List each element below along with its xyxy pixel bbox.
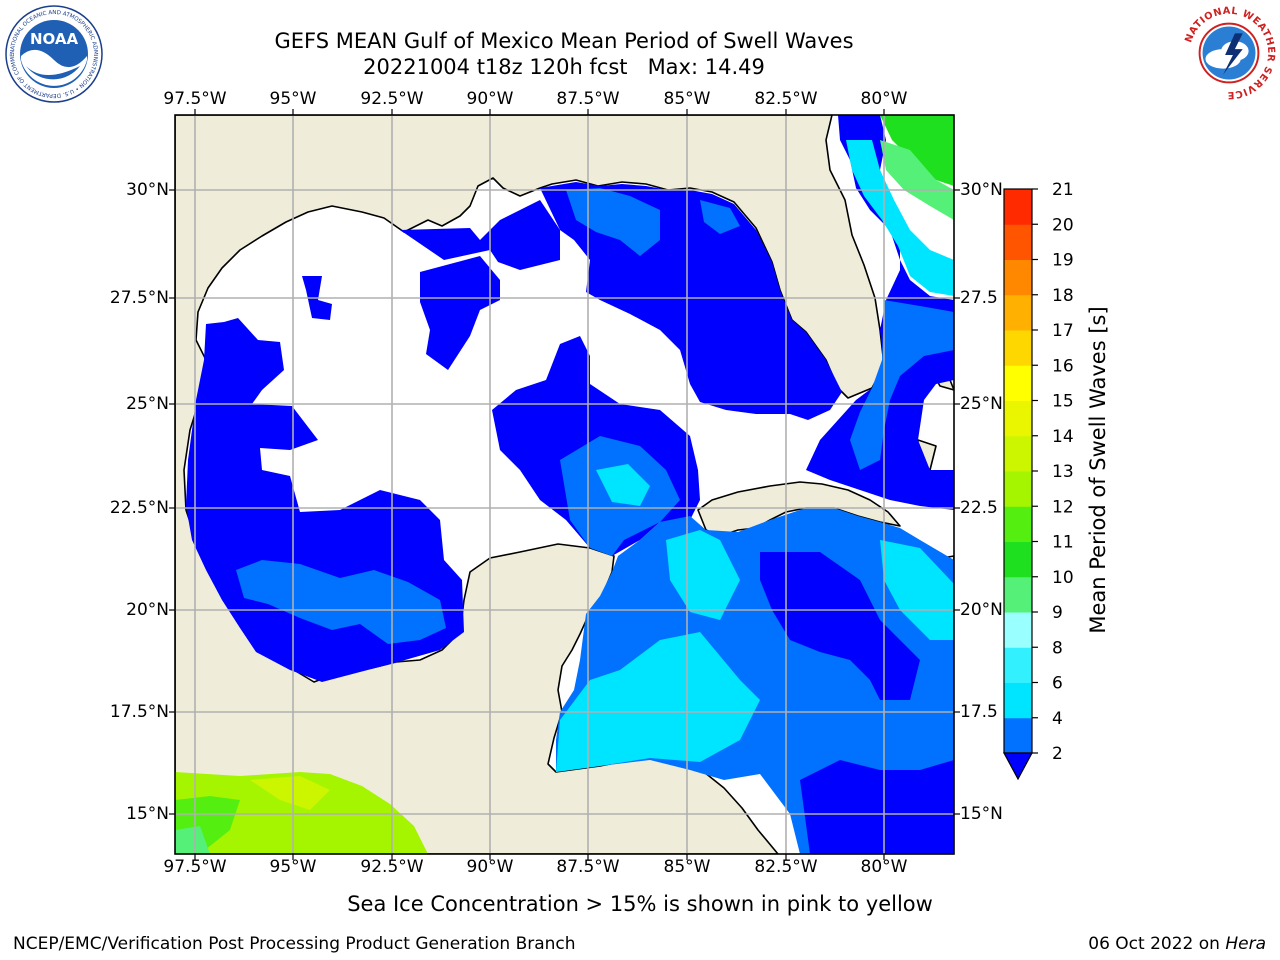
nws-logo: NATIONAL WEATHER SERVICE bbox=[1181, 6, 1277, 100]
latitude-label: 22.5 bbox=[960, 498, 998, 518]
credit-line: NCEP/EMC/Verification Post Processing Pr… bbox=[13, 934, 576, 954]
longitude-label: 95°W bbox=[269, 857, 317, 877]
longitude-label: 97.5°W bbox=[163, 857, 227, 877]
longitude-label: 95°W bbox=[269, 89, 317, 109]
longitude-label: 92.5°W bbox=[360, 857, 424, 877]
sea-ice-note: Sea Ice Concentration > 15% is shown in … bbox=[347, 892, 933, 916]
pacific-swell-field bbox=[175, 772, 428, 854]
latitude-label: 30°N bbox=[126, 180, 169, 200]
latitude-label: 27.5 bbox=[960, 288, 998, 308]
longitude-label: 97.5°W bbox=[163, 89, 227, 109]
longitude-label: 80°W bbox=[860, 89, 908, 109]
chart-subtitle: 20221004 t18z 120h fcst Max: 14.49 bbox=[363, 55, 765, 79]
longitude-label: 87.5°W bbox=[556, 89, 620, 109]
longitude-label: 92.5°W bbox=[360, 89, 424, 109]
latitude-label: 30°N bbox=[960, 180, 1003, 200]
swell-period-field bbox=[186, 115, 954, 854]
date-stamp: 06 Oct 2022 on Hera bbox=[1088, 934, 1266, 954]
latitude-label: 17.5 bbox=[960, 702, 998, 722]
latitude-label: 17.5°N bbox=[109, 702, 169, 722]
longitude-label: 90°W bbox=[466, 857, 514, 877]
latitude-label: 22.5°N bbox=[109, 498, 169, 518]
longitude-label: 82.5°W bbox=[754, 89, 818, 109]
latitude-label: 25°N bbox=[126, 394, 169, 414]
latitude-label: 15°N bbox=[960, 804, 1003, 824]
chart-title: GEFS MEAN Gulf of Mexico Mean Period of … bbox=[274, 29, 854, 53]
latitude-label: 25°N bbox=[960, 394, 1003, 414]
longitude-label: 82.5°W bbox=[754, 857, 818, 877]
longitude-label: 90°W bbox=[466, 89, 514, 109]
map-frame bbox=[174, 114, 955, 855]
noaa-logo: NATIONAL OCEANIC AND ATMOSPHERIC ADMINIS… bbox=[4, 4, 103, 103]
latitude-label: 15°N bbox=[126, 804, 169, 824]
svg-text:NOAA: NOAA bbox=[30, 30, 79, 48]
longitude-label: 80°W bbox=[860, 857, 908, 877]
longitude-label: 87.5°W bbox=[556, 857, 620, 877]
map-gridlines bbox=[175, 115, 954, 854]
latitude-label: 20°N bbox=[126, 600, 169, 620]
latitude-label: 20°N bbox=[960, 600, 1003, 620]
latitude-label: 27.5°N bbox=[109, 288, 169, 308]
longitude-label: 85°W bbox=[663, 89, 711, 109]
longitude-label: 85°W bbox=[663, 857, 711, 877]
